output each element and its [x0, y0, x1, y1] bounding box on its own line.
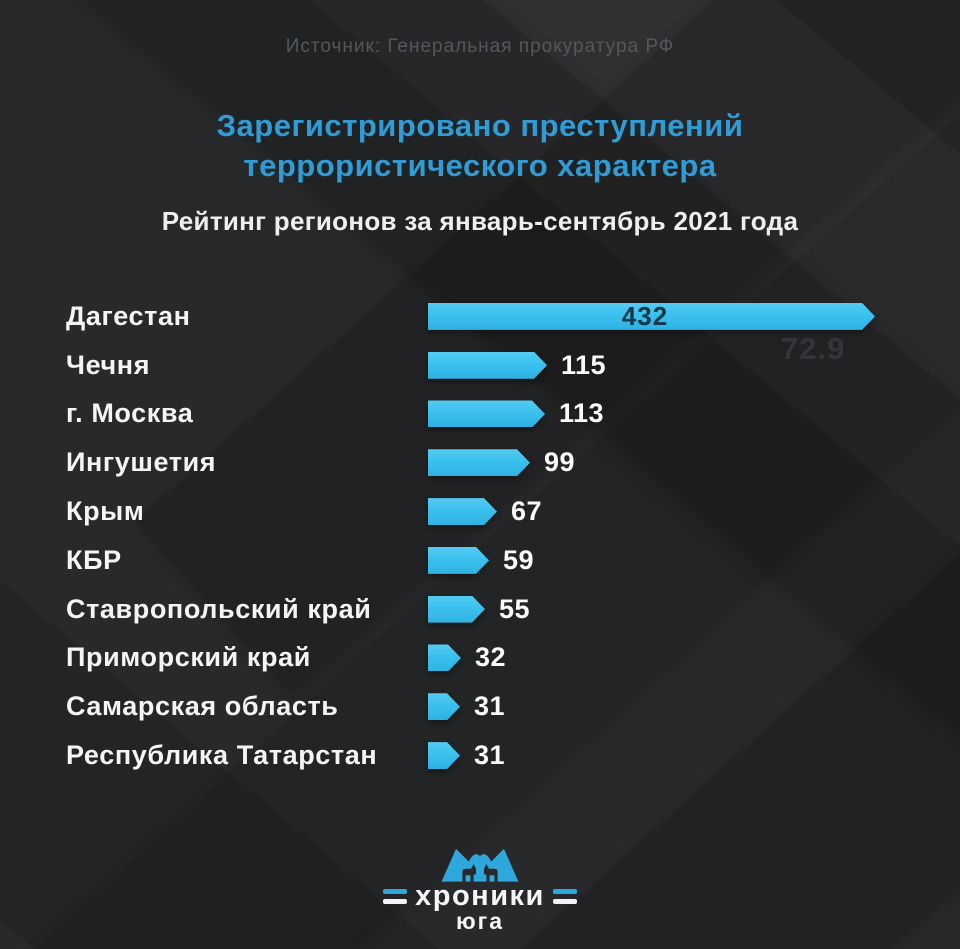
logo-text-row: хроники — [383, 881, 577, 911]
chart-title: Зарегистрировано преступлений террористи… — [0, 106, 960, 186]
region-label: Республика Татарстан — [66, 740, 378, 771]
bar-wrap: 432 — [428, 303, 875, 330]
chart-row: г. Москва 113 — [0, 390, 960, 439]
bar-wrap — [428, 449, 530, 476]
two-animals-crest-icon — [441, 848, 519, 882]
bar-wrap — [428, 352, 547, 379]
chart-subtitle: Рейтинг регионов за январь-сентябрь 2021… — [161, 206, 799, 236]
faint-watermark: 72.9 — [781, 331, 846, 366]
bar-wrap — [428, 693, 460, 720]
bar — [428, 644, 461, 671]
chart-row: Приморский край 32 — [0, 634, 960, 683]
value-label: 115 — [561, 349, 607, 380]
equals-left-icon — [383, 888, 408, 904]
bar — [428, 498, 497, 525]
bar — [428, 742, 460, 769]
region-label: Чечня — [66, 349, 151, 380]
logo-subword: юга — [455, 908, 504, 934]
value-label: 59 — [503, 544, 535, 575]
bar-wrap — [428, 644, 461, 671]
value-label: 32 — [475, 642, 507, 673]
bar — [428, 693, 460, 720]
value-label: 99 — [544, 447, 576, 478]
bar: 432 — [428, 303, 875, 330]
bar-wrap — [428, 547, 489, 574]
bar — [428, 596, 485, 623]
chart-row: Дагестан 432 — [0, 292, 960, 341]
bar — [428, 352, 547, 379]
bar-chart: Дагестан 432 Чечня 115 г. Москва 113 Инг… — [0, 292, 960, 780]
region-label: Ставропольский край — [66, 593, 372, 624]
equals-right-icon — [552, 888, 577, 904]
bar — [428, 449, 530, 476]
logo-word: хроники — [415, 880, 545, 912]
chart-title-line2: террористического характера — [243, 148, 717, 183]
chart-row: Ставропольский край 55 — [0, 585, 960, 634]
chart-row: Ингушетия 99 — [0, 438, 960, 487]
region-label: Самарская область — [66, 691, 339, 722]
chart-row: Крым 67 — [0, 487, 960, 536]
value-label: 67 — [511, 496, 543, 527]
value-label-inside: 432 — [621, 300, 669, 331]
source-text: Источник: Генеральная прокуратура РФ — [285, 36, 675, 57]
chart-row: Чечня 115 — [0, 341, 960, 390]
region-label: Дагестан — [66, 300, 191, 331]
value-label: 55 — [499, 593, 531, 624]
chart-row: Республика Татарстан 31 — [0, 731, 960, 780]
bar-wrap — [428, 596, 485, 623]
region-label: КБР — [66, 544, 122, 575]
chart-title-line1: Зарегистрировано преступлений — [216, 108, 744, 143]
region-label: Ингушетия — [66, 447, 217, 478]
bar-wrap — [428, 742, 460, 769]
bar-wrap — [428, 400, 545, 427]
value-label: 31 — [474, 691, 506, 722]
chart-row: КБР 59 — [0, 536, 960, 585]
value-label: 31 — [474, 740, 506, 771]
publisher-logo: хроники юга — [0, 843, 960, 935]
chart-row: Самарская область 31 — [0, 682, 960, 731]
region-label: Приморский край — [66, 642, 311, 673]
bar-wrap — [428, 498, 497, 525]
region-label: Крым — [66, 496, 145, 527]
region-label: г. Москва — [66, 398, 194, 429]
value-label: 113 — [559, 398, 605, 429]
bar — [428, 400, 545, 427]
bar — [428, 547, 489, 574]
